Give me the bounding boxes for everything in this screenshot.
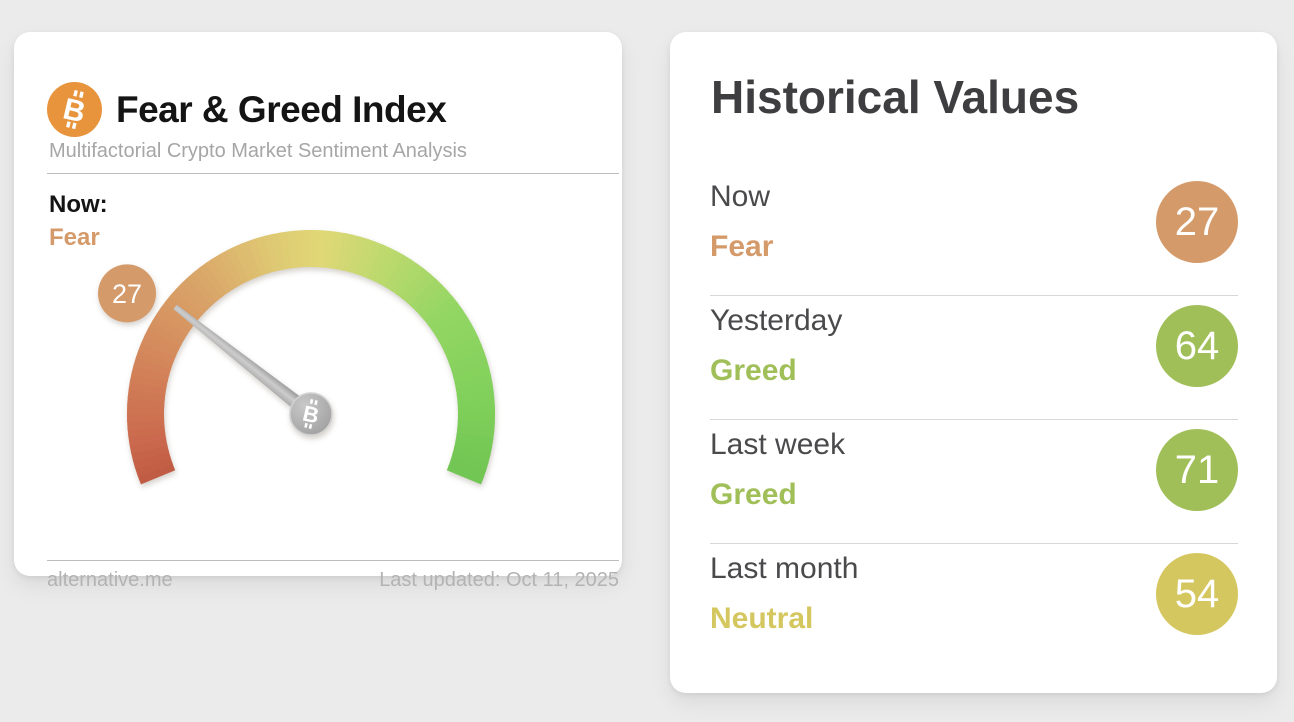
fear-greed-gauge: B 27 <box>98 229 496 485</box>
historical-row: Yesterday Greed 64 <box>710 296 1238 420</box>
historical-row: Now Fear 27 <box>710 172 1238 296</box>
historical-row: Last week Greed 71 <box>710 420 1238 544</box>
bitcoin-icon: B <box>47 82 102 137</box>
row-classification: Neutral <box>710 602 814 635</box>
value-badge: 71 <box>1156 429 1238 511</box>
now-label: Now: <box>49 191 108 218</box>
header-divider <box>47 173 619 174</box>
historical-values-card: Historical Values Now Fear 27 Yesterday … <box>670 32 1277 693</box>
last-updated-text: Last updated: Oct 11, 2025 <box>379 569 619 591</box>
row-period-label: Last month <box>710 552 859 585</box>
fear-greed-header: B Fear & Greed Index <box>47 82 447 137</box>
svg-text:27: 27 <box>112 279 142 309</box>
card-title: Fear & Greed Index <box>116 88 447 130</box>
card-subtitle: Multifactorial Crypto Market Sentiment A… <box>49 140 467 162</box>
historical-title: Historical Values <box>711 71 1080 123</box>
row-classification: Fear <box>710 230 774 263</box>
now-classification: Fear <box>49 224 100 251</box>
value-badge: 54 <box>1156 553 1238 635</box>
footer-divider <box>47 560 619 561</box>
historical-rows: Now Fear 27 Yesterday Greed 64 Last week… <box>710 172 1238 667</box>
row-period-label: Yesterday <box>710 304 843 337</box>
fear-greed-card: B Fear & Greed Index Multifactorial Cryp… <box>14 32 622 591</box>
row-period-label: Last week <box>710 428 846 461</box>
row-classification: Greed <box>710 354 797 387</box>
row-classification: Greed <box>710 478 797 511</box>
historical-row: Last month Neutral 54 <box>710 544 1238 667</box>
value-badge: 64 <box>1156 305 1238 387</box>
value-badge: 27 <box>1156 181 1238 263</box>
gauge-value-badge: 27 <box>98 264 157 323</box>
row-period-label: Now <box>710 180 771 213</box>
card-footer: alternative.me Last updated: Oct 11, 202… <box>47 569 619 592</box>
svg-text:B: B <box>300 401 321 429</box>
source-link[interactable]: alternative.me <box>47 569 173 591</box>
